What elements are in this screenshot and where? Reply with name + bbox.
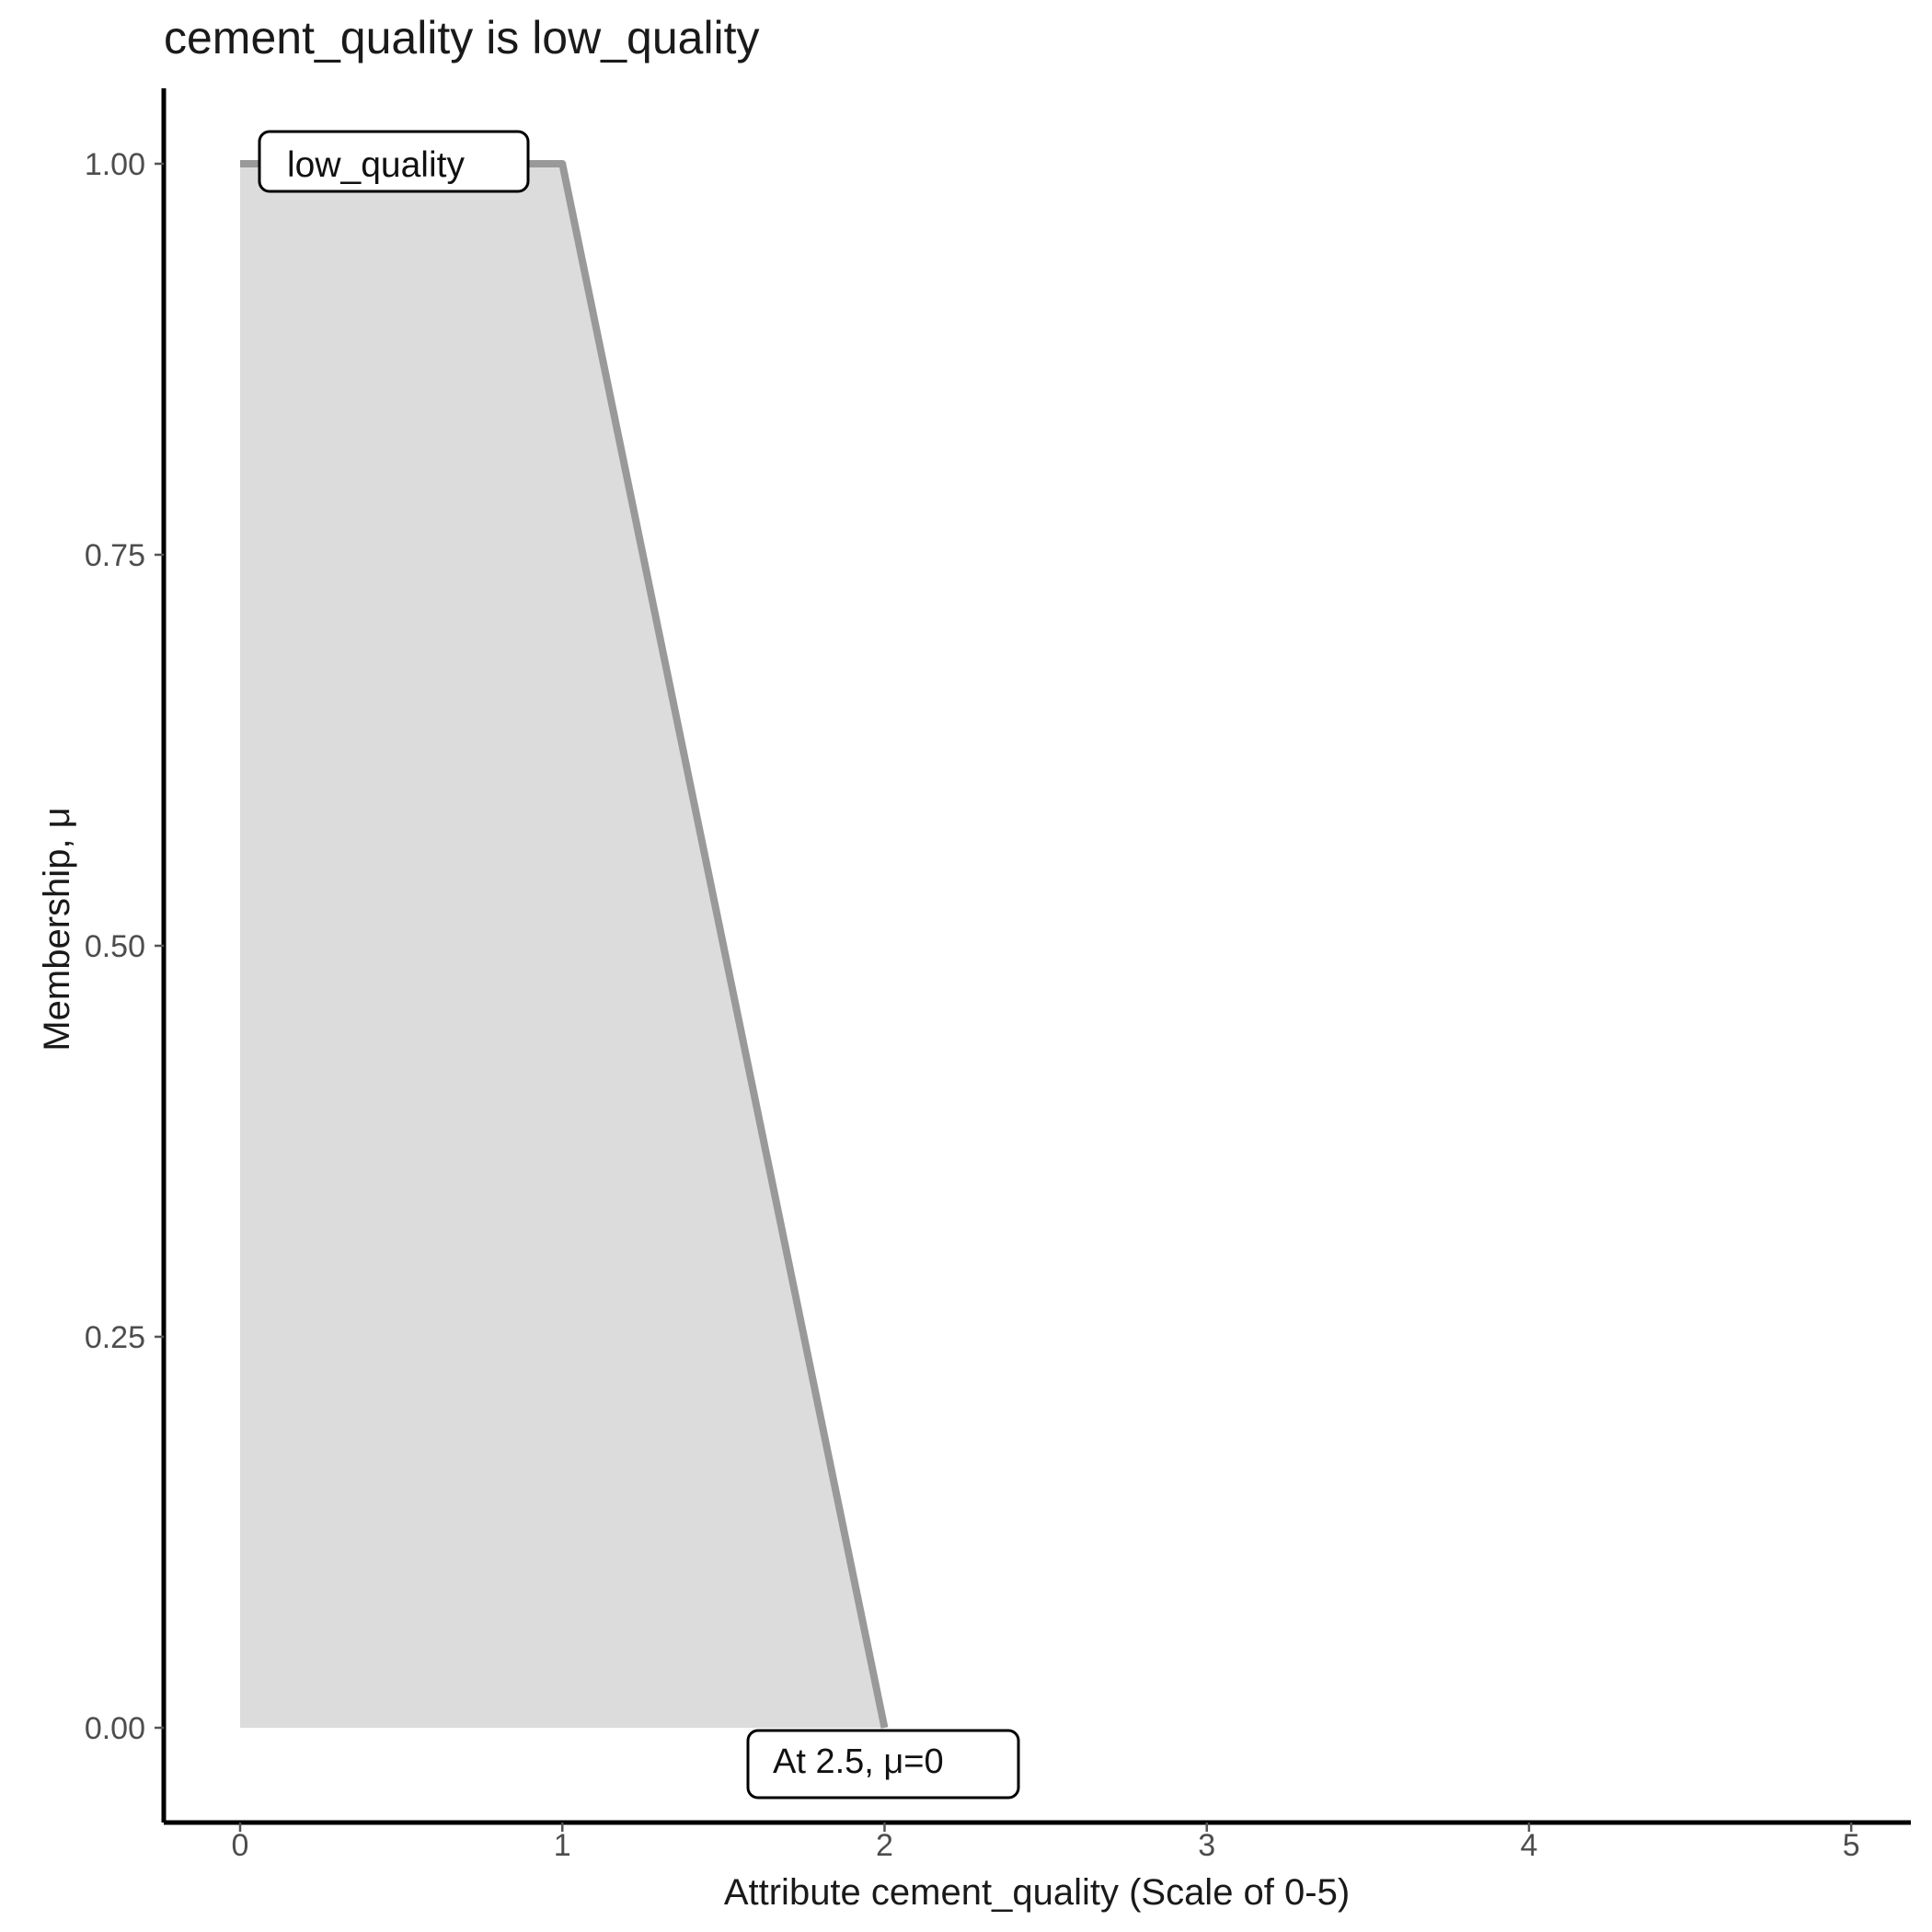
svg-text:2: 2 xyxy=(876,1828,893,1863)
svg-text:3: 3 xyxy=(1198,1828,1215,1863)
svg-text:1: 1 xyxy=(554,1828,571,1863)
svg-text:Attribute cement_quality (Scal: Attribute cement_quality (Scale of 0-5) xyxy=(724,1872,1350,1913)
svg-text:0: 0 xyxy=(232,1828,249,1863)
svg-text:0.25: 0.25 xyxy=(85,1320,145,1355)
svg-text:At 2.5, μ=0: At 2.5, μ=0 xyxy=(773,1742,944,1781)
svg-text:0.00: 0.00 xyxy=(85,1711,145,1746)
svg-text:cement_quality is low_quality: cement_quality is low_quality xyxy=(164,12,760,63)
svg-text:1.00: 1.00 xyxy=(85,147,145,182)
svg-text:Membership, μ: Membership, μ xyxy=(37,807,77,1051)
svg-text:0.50: 0.50 xyxy=(85,929,145,964)
svg-text:4: 4 xyxy=(1520,1828,1537,1863)
svg-text:5: 5 xyxy=(1843,1828,1860,1863)
svg-text:low_quality: low_quality xyxy=(287,145,465,185)
svg-text:0.75: 0.75 xyxy=(85,538,145,573)
